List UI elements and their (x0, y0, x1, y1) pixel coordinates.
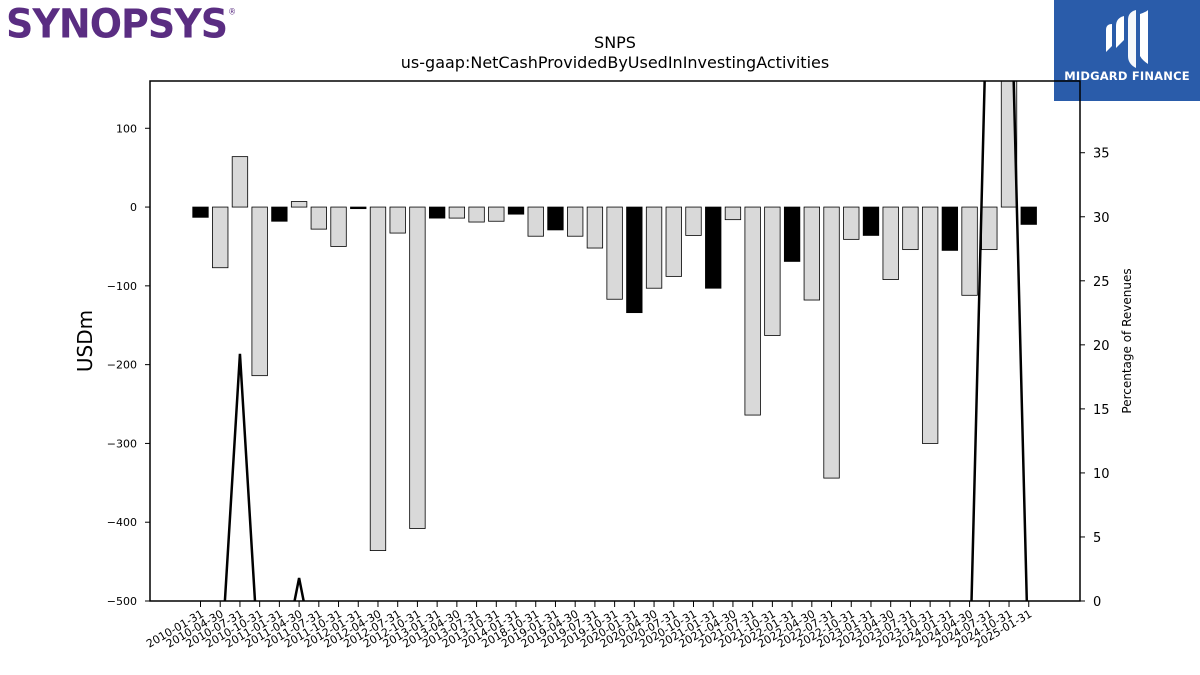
bar-2014-01-31 (507, 206, 525, 215)
bar-2010-10-31 (251, 206, 268, 377)
bar-2023-07-31 (902, 206, 919, 251)
bar-2022-10-31 (843, 206, 860, 240)
y-axis: 100 0 −100 −200 −300 −400 −500 (107, 122, 150, 608)
bar-2022-07-31 (823, 206, 840, 479)
y-axis-label: USDm (73, 310, 97, 372)
y2-tick-label: 10 (1093, 467, 1110, 482)
y2-axis: 35 30 25 20 15 10 5 0 (1080, 147, 1110, 610)
bar-2013-07-31 (468, 206, 485, 223)
y-tick-label: −500 (107, 595, 137, 608)
bar-2023-10-31 (921, 206, 939, 444)
y-tick-label: −300 (107, 437, 137, 450)
bar-2011-01-31 (271, 206, 288, 222)
line-series (223, 81, 1029, 601)
bar-2010-04-30 (212, 206, 229, 269)
bar-2011-10-31 (330, 206, 347, 247)
bar-2020-07-31 (665, 206, 682, 277)
bar-2023-04-30 (882, 206, 899, 280)
y-tick-label: −400 (107, 516, 137, 529)
y2-tick-label: 35 (1093, 147, 1110, 162)
chart-subtitle: us-gaap:NetCashProvidedByUsedInInvesting… (401, 53, 829, 72)
badge-label: MIDGARD FINANCE (1064, 69, 1190, 83)
bar-2019-10-31 (606, 206, 623, 300)
bar-2011-04-30 (290, 201, 308, 208)
y2-tick-label: 15 (1093, 403, 1110, 418)
bar-2022-04-30 (803, 206, 820, 301)
bar-2018-10-31 (527, 206, 544, 237)
bar-2013-04-30 (448, 206, 466, 219)
bar-2021-10-31 (764, 206, 781, 336)
bar-2012-10-31 (409, 206, 426, 529)
bar-2024-01-31 (941, 206, 959, 251)
y-tick-label: −100 (107, 280, 137, 293)
y2-tick-label: 20 (1093, 339, 1110, 354)
bar-2024-10-31 (1000, 81, 1018, 208)
bar-2012-07-31 (389, 206, 406, 234)
y-tick-label: −200 (107, 359, 137, 372)
synopsys-logo: SYNOPSYS® (6, 0, 236, 48)
y2-tick-label: 30 (1093, 211, 1110, 226)
y2-axis-label: Percentage of Revenues (1120, 268, 1134, 413)
bar-2024-07-31 (981, 206, 998, 251)
bar-2025-01-31 (1020, 206, 1037, 225)
y2-tick-label: 0 (1093, 595, 1101, 610)
chart-title: SNPS (594, 33, 636, 52)
bar-2020-10-31 (685, 206, 702, 236)
y2-tick-label: 5 (1093, 531, 1101, 546)
registered-mark: ® (228, 7, 236, 17)
y-tick-label: 0 (130, 201, 137, 214)
bar-2023-01-31 (862, 206, 880, 236)
y2-tick-label: 25 (1093, 275, 1110, 290)
midgard-logo-icon (1106, 10, 1148, 68)
bar-2013-10-31 (488, 206, 505, 222)
y-tick-label: 100 (116, 122, 137, 135)
bar-2012-04-30 (369, 206, 387, 551)
bar-2020-01-31 (626, 206, 643, 314)
bar-2021-01-31 (705, 206, 722, 289)
bar-2011-07-31 (310, 206, 327, 230)
midgard-finance-badge: MIDGARD FINANCE (1054, 0, 1200, 101)
bar-2019-04-30 (567, 206, 584, 237)
bar-2020-04-30 (645, 206, 663, 289)
bar-2021-07-31 (744, 206, 761, 416)
bar-2022-01-31 (783, 206, 801, 262)
percentage-line (223, 81, 1029, 601)
bar-2013-01-31 (428, 206, 446, 219)
bar-2010-07-31 (231, 156, 249, 208)
bar-2021-04-30 (724, 206, 742, 221)
bar-2010-01-31 (192, 206, 209, 218)
x-axis: 2010-01-312010-04-302010-07-312010-10-31… (144, 601, 1034, 651)
bar-2024-04-30 (961, 206, 978, 296)
logo-text: SYNOPSYS (6, 0, 228, 48)
bar-2012-01-31 (350, 206, 367, 210)
bar-2019-01-31 (547, 206, 564, 231)
bar-2019-07-31 (586, 206, 604, 249)
plot-frame (149, 80, 1081, 602)
bar-series (192, 81, 1037, 551)
